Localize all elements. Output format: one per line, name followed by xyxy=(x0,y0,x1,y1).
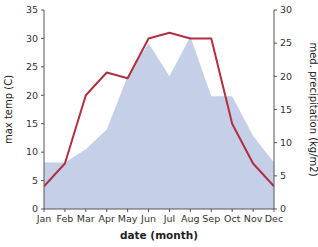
x-tick-label: Nov xyxy=(244,213,263,224)
y-tick-label: 10 xyxy=(280,137,292,148)
x-tick xyxy=(232,209,233,212)
y-tick-label: 5 xyxy=(32,175,38,186)
x-tick-label: Dec xyxy=(265,213,283,224)
y2-axis-label: med. precipitation (kg/m2) xyxy=(308,42,318,176)
y-tick xyxy=(41,10,44,11)
x-tick xyxy=(148,209,149,212)
x-tick xyxy=(211,209,212,212)
x-tick xyxy=(106,209,107,212)
y-tick-label: 0 xyxy=(32,203,38,214)
y-tick-label: 30 xyxy=(26,33,38,44)
y-tick-label: 20 xyxy=(280,71,292,82)
y-tick-label: 25 xyxy=(26,61,38,72)
plot-area xyxy=(44,33,274,209)
x-tick-label: Jun xyxy=(140,213,156,224)
y-tick-label: 10 xyxy=(26,146,38,157)
x-tick-label: Apr xyxy=(99,213,116,224)
x-tick-label: Jan xyxy=(36,213,52,224)
y-tick xyxy=(274,142,277,143)
y-tick xyxy=(41,66,44,67)
x-tick-label: Aug xyxy=(181,213,200,224)
y-tick-label: 0 xyxy=(280,203,286,214)
x-tick-label: Feb xyxy=(56,213,73,224)
x-tick xyxy=(169,209,170,212)
x-tick xyxy=(85,209,86,212)
x-tick-label: Jul xyxy=(163,213,175,224)
y-tick xyxy=(274,76,277,77)
y-axis-line xyxy=(44,10,45,209)
y-tick-label: 30 xyxy=(280,4,292,15)
y-tick xyxy=(41,180,44,181)
x-tick-label: Oct xyxy=(224,213,241,224)
y-tick-label: 35 xyxy=(26,4,38,15)
x-tick xyxy=(190,209,191,212)
y-tick xyxy=(41,152,44,153)
y-tick xyxy=(274,209,277,210)
y-tick-label: 20 xyxy=(26,90,38,101)
y-tick xyxy=(41,38,44,39)
y-tick xyxy=(274,10,277,11)
precipitation-area xyxy=(44,37,274,209)
x-tick-label: May xyxy=(118,213,138,224)
y-axis-label: max temp (C) xyxy=(3,75,14,144)
y-tick xyxy=(41,123,44,124)
temperature-line xyxy=(44,33,274,187)
x-tick xyxy=(127,209,128,212)
x-tick-label: Sep xyxy=(202,213,220,224)
y-tick-label: 15 xyxy=(280,104,292,115)
y-tick xyxy=(274,175,277,176)
x-tick xyxy=(64,209,65,212)
chart: JanFebMarAprMayJunJulAugSepOctNovDec0510… xyxy=(0,0,318,247)
y-tick xyxy=(41,95,44,96)
y-tick-label: 25 xyxy=(280,37,292,48)
x-tick xyxy=(253,209,254,212)
y-tick xyxy=(41,209,44,210)
y-tick xyxy=(274,43,277,44)
x-axis-label: date (month) xyxy=(120,229,198,241)
y-tick xyxy=(274,109,277,110)
y-tick-label: 15 xyxy=(26,118,38,129)
x-tick-label: Mar xyxy=(77,213,95,224)
x-axis-line xyxy=(44,209,274,210)
y-tick-label: 5 xyxy=(280,170,286,181)
